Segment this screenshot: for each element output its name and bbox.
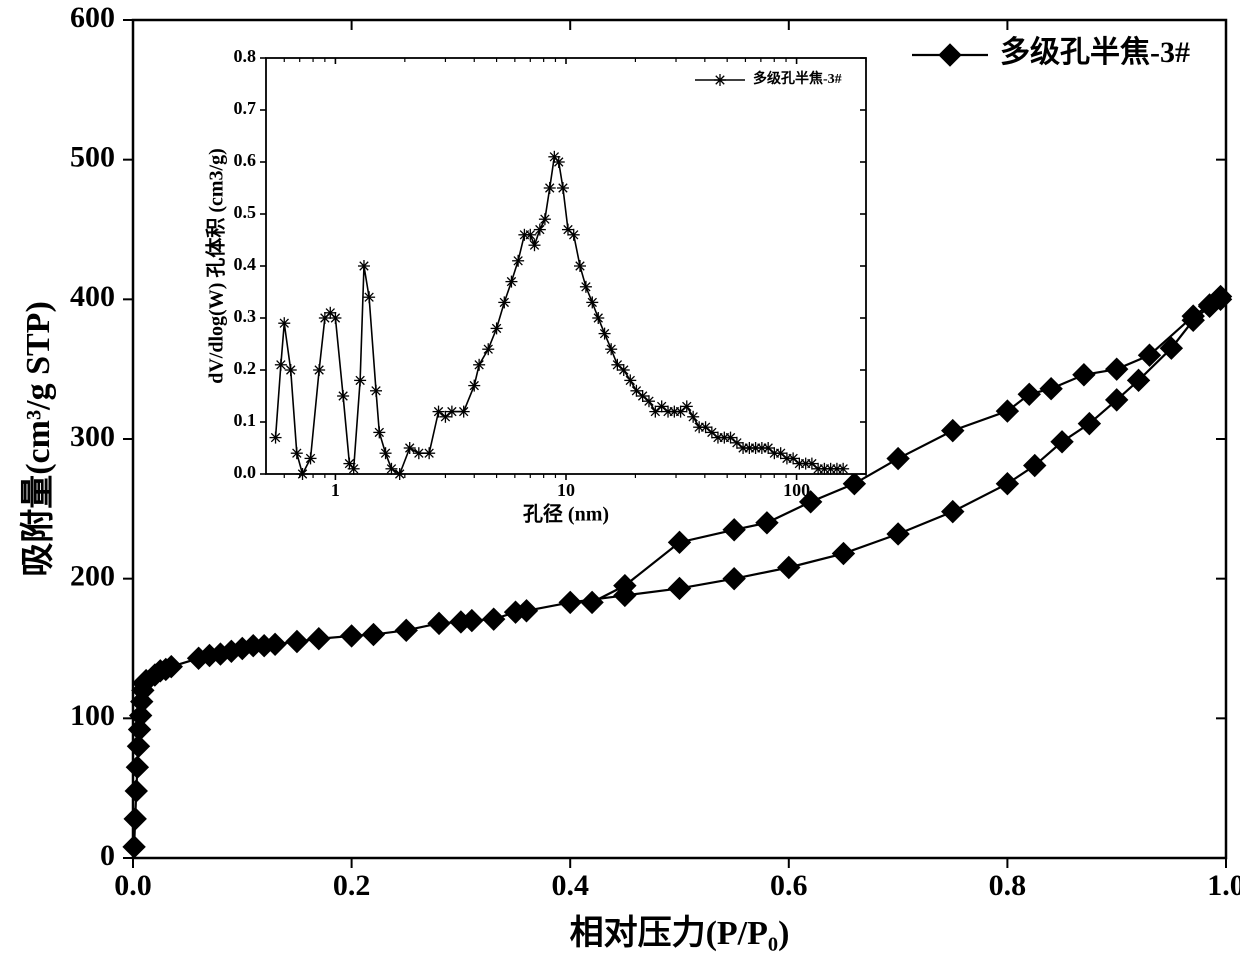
svg-text:0.5: 0.5 bbox=[234, 202, 257, 222]
svg-text:0.6: 0.6 bbox=[234, 150, 257, 170]
svg-text:600: 600 bbox=[70, 1, 115, 34]
svg-text:相对压力(P/P₀): 相对压力(P/P₀) bbox=[570, 914, 790, 952]
svg-text:100: 100 bbox=[70, 699, 115, 732]
svg-text:100: 100 bbox=[783, 480, 810, 500]
svg-text:0.0: 0.0 bbox=[234, 462, 257, 482]
svg-text:10: 10 bbox=[557, 480, 575, 500]
svg-text:0: 0 bbox=[100, 839, 115, 872]
svg-text:1: 1 bbox=[331, 480, 340, 500]
chart-svg: 0.0 0.2 0.4 0.6 0.8 1.0 0 100 200 300 400 500 600 相对压… bbox=[0, 0, 1240, 962]
svg-text:孔径 (nm): 孔径 (nm) bbox=[523, 502, 609, 526]
svg-text:0.4: 0.4 bbox=[551, 869, 589, 902]
svg-text:0.2: 0.2 bbox=[234, 358, 257, 378]
svg-text:0.6: 0.6 bbox=[770, 869, 808, 902]
figure-root: 0.0 0.2 0.4 0.6 0.8 1.0 0 100 200 300 400 500 600 相对压… bbox=[0, 0, 1240, 962]
svg-text:300: 300 bbox=[70, 420, 115, 453]
svg-text:多级孔半焦-3#: 多级孔半焦-3# bbox=[1000, 35, 1190, 69]
svg-text:200: 200 bbox=[70, 560, 115, 593]
svg-text:0.8: 0.8 bbox=[234, 46, 257, 66]
svg-text:0.1: 0.1 bbox=[234, 410, 257, 430]
svg-text:吸附量(cm³/g STP): 吸附量(cm³/g STP) bbox=[19, 301, 57, 577]
svg-text:dV/dlog(W) 孔体积 (cm3/g): dV/dlog(W) 孔体积 (cm3/g) bbox=[204, 148, 228, 384]
svg-text:0.8: 0.8 bbox=[989, 869, 1027, 902]
svg-text:0.7: 0.7 bbox=[234, 98, 257, 118]
svg-text:多级孔半焦-3#: 多级孔半焦-3# bbox=[753, 70, 842, 87]
svg-text:400: 400 bbox=[70, 280, 115, 313]
svg-text:1.0: 1.0 bbox=[1207, 869, 1240, 902]
svg-text:0.0: 0.0 bbox=[114, 869, 152, 902]
svg-text:0.3: 0.3 bbox=[234, 306, 257, 326]
svg-text:0.4: 0.4 bbox=[234, 254, 257, 274]
svg-text:500: 500 bbox=[70, 141, 115, 174]
svg-text:0.2: 0.2 bbox=[333, 869, 371, 902]
